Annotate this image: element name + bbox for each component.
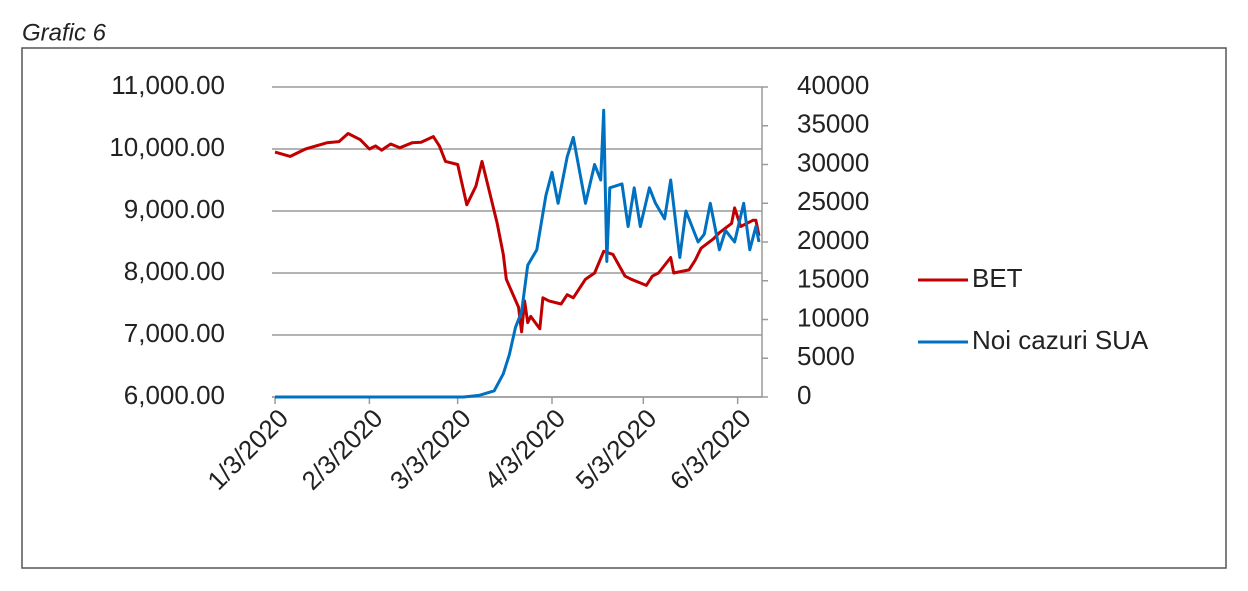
legend-label: BET xyxy=(972,263,1023,293)
y-tick-label: 10,000.00 xyxy=(109,132,225,162)
x-tick-label: 2/3/2020 xyxy=(296,403,389,496)
y2-tick-label: 25000 xyxy=(797,186,869,216)
y2-tick-label: 15000 xyxy=(797,264,869,294)
x-tick-label: 1/3/2020 xyxy=(201,403,294,496)
series-line xyxy=(275,108,761,399)
y-tick-label: 9,000.00 xyxy=(124,194,225,224)
y2-tick-label: 20000 xyxy=(797,225,869,255)
x-tick-label: 6/3/2020 xyxy=(664,403,757,496)
chart-title: Grafic 6 xyxy=(22,19,107,46)
y2-tick-label: 0 xyxy=(797,380,811,410)
y2-tick-label: 5000 xyxy=(797,341,855,371)
legend-label: Noi cazuri SUA xyxy=(972,325,1149,355)
y-tick-label: 7,000.00 xyxy=(124,318,225,348)
series-line xyxy=(274,132,761,334)
y-tick-label: 6,000.00 xyxy=(124,380,225,410)
y-tick-label: 11,000.00 xyxy=(111,70,225,100)
x-tick-label: 3/3/2020 xyxy=(384,403,477,496)
y2-tick-label: 35000 xyxy=(797,109,869,139)
x-tick-label: 4/3/2020 xyxy=(478,403,571,496)
y2-tick-label: 30000 xyxy=(797,147,869,177)
y2-tick-label: 40000 xyxy=(797,70,869,100)
x-tick-label: 5/3/2020 xyxy=(570,403,663,496)
y2-tick-label: 10000 xyxy=(797,302,869,332)
y-tick-label: 8,000.00 xyxy=(124,256,225,286)
chart-frame xyxy=(21,47,1227,569)
